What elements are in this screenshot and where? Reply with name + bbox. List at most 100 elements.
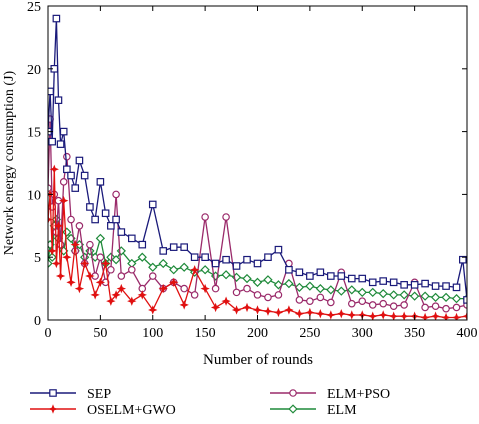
- data-point-elm-pso: [180, 284, 188, 293]
- data-point-elm-pso: [56, 240, 65, 249]
- data-point-oselm-gwo: [347, 310, 357, 320]
- data-point-oselm-gwo: [49, 164, 59, 174]
- data-point-sep: [306, 272, 314, 280]
- data-point-sep: [358, 274, 367, 283]
- y-axis-label: Network energy consumption (J): [2, 70, 17, 255]
- data-point-oselm-gwo: [399, 311, 409, 320]
- x-tick-label: 400: [457, 326, 478, 341]
- data-point-elm: [284, 278, 294, 289]
- data-point-oselm-gwo: [200, 283, 210, 294]
- data-point-oselm-gwo: [95, 277, 106, 288]
- data-point-sep: [52, 14, 61, 23]
- data-point-elm-pso: [358, 297, 367, 305]
- data-point-sep: [54, 96, 63, 105]
- data-point-sep: [86, 203, 94, 211]
- series-layer: [48, 14, 467, 320]
- data-point-oselm-gwo: [336, 309, 346, 319]
- data-point-elm: [221, 270, 231, 280]
- data-point-oselm-gwo: [48, 246, 57, 256]
- series-sep: [48, 14, 467, 304]
- data-point-oselm-gwo: [111, 290, 121, 300]
- data-point-elm-pso: [211, 284, 220, 293]
- data-point-sep: [389, 278, 398, 287]
- data-point-oselm-gwo: [378, 310, 388, 320]
- data-point-oselm-gwo: [315, 309, 326, 319]
- data-point-elm-pso: [431, 302, 440, 310]
- data-point-oselm-gwo: [90, 290, 100, 300]
- data-point-sep: [190, 253, 199, 262]
- data-point-elm: [347, 285, 357, 295]
- data-point-elm: [85, 246, 95, 256]
- data-point-sep: [138, 240, 147, 249]
- data-point-elm-pso: [442, 304, 450, 313]
- data-point-oselm-gwo: [51, 258, 62, 269]
- data-point-sep: [128, 234, 136, 243]
- data-point-oselm-gwo: [430, 311, 441, 320]
- data-point-elm-pso: [75, 222, 84, 230]
- data-point-elm-pso: [232, 288, 241, 297]
- x-tick-label: 150: [195, 326, 216, 341]
- data-point-elm: [169, 265, 179, 275]
- data-point-sep: [169, 243, 178, 251]
- data-point-elm: [148, 262, 158, 272]
- data-point-elm: [179, 262, 189, 272]
- legend-label: ELM: [327, 403, 357, 418]
- data-point-sep: [222, 255, 230, 264]
- data-point-elm-pso: [389, 302, 398, 310]
- data-point-oselm-gwo: [294, 309, 305, 319]
- data-point-elm-pso: [222, 213, 230, 221]
- data-point-sep: [211, 259, 220, 268]
- data-point-oselm-gwo: [158, 283, 168, 294]
- data-point-oselm-gwo: [55, 271, 66, 281]
- data-point-oselm-gwo: [368, 311, 378, 320]
- data-point-sep: [285, 265, 293, 274]
- data-point-oselm-gwo: [74, 283, 85, 294]
- data-point-elm-pso: [63, 152, 71, 161]
- data-point-elm: [357, 287, 367, 298]
- x-tick-label: 350: [404, 326, 425, 341]
- data-point-sep: [459, 255, 467, 264]
- legend-label: SEP: [87, 387, 111, 402]
- data-point-elm: [294, 282, 305, 292]
- data-point-sep: [96, 178, 105, 186]
- data-point-elm: [336, 286, 346, 296]
- legend-item-elm-pso: ELM+PSO: [270, 387, 390, 402]
- data-point-elm-pso: [201, 213, 209, 221]
- data-point-oselm-gwo: [127, 296, 137, 306]
- data-point-oselm-gwo: [100, 258, 111, 269]
- data-point-sep: [253, 259, 262, 268]
- data-point-elm: [95, 233, 106, 244]
- data-point-oselm-gwo: [252, 305, 263, 315]
- data-point-elm-pso: [96, 253, 105, 262]
- x-tick-label: 100: [142, 326, 163, 341]
- data-point-elm-pso: [264, 293, 272, 302]
- data-point-sep: [295, 268, 304, 277]
- data-point-sep: [101, 209, 110, 218]
- data-point-elm-pso: [253, 291, 262, 299]
- data-point-oselm-gwo: [263, 306, 273, 316]
- data-point-sep: [56, 140, 65, 148]
- data-point-sep: [180, 243, 188, 251]
- data-point-elm: [451, 293, 462, 304]
- data-point-oselm-gwo: [420, 312, 430, 320]
- data-point-oselm-gwo: [451, 312, 462, 320]
- data-point-sep: [243, 255, 251, 264]
- data-point-oselm-gwo: [179, 300, 189, 310]
- data-point-sep: [80, 171, 89, 180]
- data-point-elm: [441, 292, 451, 303]
- data-point-elm: [263, 275, 273, 285]
- data-point-oselm-gwo: [106, 296, 116, 306]
- data-point-elm: [409, 291, 420, 301]
- data-point-sep: [67, 171, 75, 180]
- data-point-oselm-gwo: [66, 277, 76, 288]
- data-point-sep: [327, 272, 335, 280]
- data-point-elm: [305, 281, 315, 291]
- data-point-sep: [117, 228, 126, 236]
- y-tick-label: 20: [27, 63, 41, 78]
- legend-item-elm: ELM: [270, 403, 357, 418]
- data-point-elm-pso: [347, 299, 356, 308]
- data-point-sep: [452, 283, 461, 292]
- data-point-oselm-gwo: [284, 305, 294, 315]
- data-point-sep: [48, 137, 56, 146]
